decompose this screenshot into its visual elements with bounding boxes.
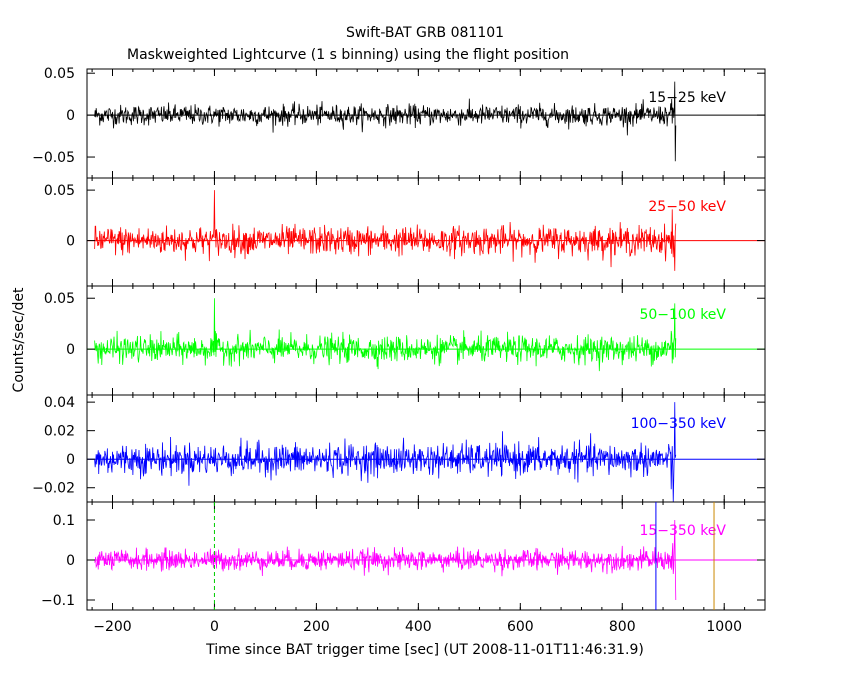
panel-frame [86, 285, 766, 396]
chart-title: Swift-BAT GRB 081101 [346, 25, 504, 41]
y-tick-label: 0.05 [44, 291, 75, 307]
x-tick-label: 200 [303, 619, 330, 635]
panel-3: 0 0.05 50−100 keV [44, 285, 766, 396]
y-tick-label: 0.05 [44, 66, 75, 82]
band-label: 50−100 keV [639, 307, 726, 323]
band-label: 15−350 keV [639, 523, 726, 539]
panels-group: −0.05 0 0.05 15−25 keV 0 0.05 25−50 keV 0 0.05 50… [32, 66, 766, 635]
panel-1: −0.05 0 0.05 15−25 keV [32, 66, 766, 179]
y-tick-label: 0.1 [53, 513, 75, 529]
y-axis-label: Counts/sec/det [11, 287, 27, 392]
y-tick-label: 0 [66, 234, 75, 250]
series-line [94, 519, 677, 601]
panel-frame [86, 501, 766, 611]
band-label: 25−50 keV [648, 199, 726, 215]
x-tick-label: 0 [210, 619, 219, 635]
chart-subtitle: Maskweighted Lightcurve (1 s binning) us… [127, 47, 569, 63]
x-tick-label: 1000 [706, 619, 742, 635]
x-tick-label: 400 [405, 619, 432, 635]
panel-2: 0 0.05 25−50 keV [44, 177, 766, 287]
series-line [94, 298, 677, 372]
band-label: 15−25 keV [648, 90, 726, 106]
series-line [94, 190, 677, 271]
y-tick-label: 0 [66, 553, 75, 569]
y-tick-label: 0 [66, 108, 75, 124]
x-tick-label: 600 [507, 619, 534, 635]
panel-frame [86, 68, 766, 179]
x-axis-label: Time since BAT trigger time [sec] (UT 20… [205, 642, 644, 658]
y-tick-label: 0.02 [44, 424, 75, 440]
y-tick-label: −0.05 [32, 150, 75, 166]
panel-frame [86, 177, 766, 287]
y-tick-label: 0.05 [44, 183, 75, 199]
panel-5: −0.1 0 0.1 15−350 keV [41, 501, 766, 611]
panel-4: −0.02 0 0.02 0.04 100−350 keV [32, 394, 766, 503]
band-label: 100−350 keV [631, 416, 727, 432]
x-tick-label: 800 [609, 619, 636, 635]
y-tick-label: −0.1 [41, 593, 75, 609]
series-line [94, 402, 677, 502]
y-tick-label: 0.04 [44, 395, 75, 411]
x-tick-label: −200 [93, 619, 131, 635]
y-tick-label: 0 [66, 452, 75, 468]
marker-group [213, 502, 715, 610]
panel-frame [86, 394, 766, 503]
series-line [94, 81, 677, 162]
y-tick-label: 0 [66, 342, 75, 358]
y-tick-label: −0.02 [32, 481, 75, 497]
